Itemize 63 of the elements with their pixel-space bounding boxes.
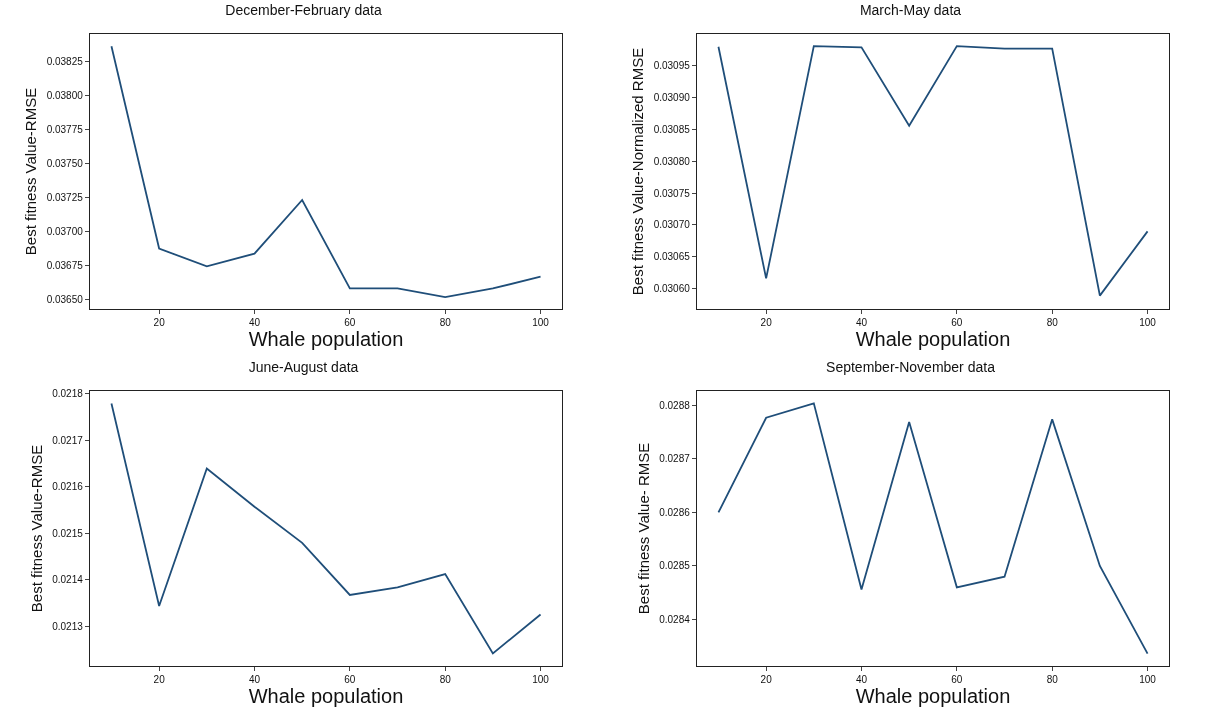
line-series <box>717 45 1149 297</box>
y-tick-label: 0.0285 <box>659 560 691 572</box>
x-tick-label: 60 <box>344 317 356 329</box>
x-tick-label: 40 <box>248 674 261 686</box>
line-series <box>110 402 542 655</box>
y-tick-label: 0.03075 <box>653 187 691 199</box>
x-tick-label: 40 <box>855 317 868 329</box>
x-tick-label: 20 <box>760 674 773 686</box>
x-tick-label: 80 <box>1046 317 1059 329</box>
x-tick-label: 20 <box>153 674 166 686</box>
y-tick-label: 0.03725 <box>46 191 84 203</box>
y-tick-label: 0.03775 <box>46 123 84 135</box>
x-axis-title: Whale population <box>855 328 1011 351</box>
y-tick-label: 0.0214 <box>52 574 84 586</box>
line-series <box>717 402 1149 655</box>
y-tick-label: 0.03700 <box>46 225 84 237</box>
x-tick-label: 100 <box>532 674 550 686</box>
x-tick-label: 60 <box>344 674 356 686</box>
chart-title: March-May data <box>859 2 962 19</box>
x-tick-label: 80 <box>439 674 452 686</box>
y-tick-label: 0.0286 <box>659 506 691 518</box>
x-tick-label: 20 <box>760 317 773 329</box>
x-axis-title: Whale population <box>855 685 1011 708</box>
y-tick-label: 0.0284 <box>659 613 691 625</box>
line-series <box>110 45 542 298</box>
y-tick-label: 0.03060 <box>653 283 691 295</box>
y-tick-label: 0.0216 <box>52 481 84 493</box>
x-tick-label: 60 <box>951 317 963 329</box>
y-tick-label: 0.03065 <box>653 251 691 263</box>
y-tick-label: 0.03650 <box>46 293 84 305</box>
y-tick-label: 0.0215 <box>52 527 84 539</box>
y-tick-label: 0.03095 <box>653 60 691 72</box>
x-tick-label: 60 <box>951 674 963 686</box>
x-axis-title: Whale population <box>248 328 404 351</box>
y-tick-label: 0.0213 <box>52 620 84 632</box>
y-tick-label: 0.03750 <box>46 157 84 169</box>
x-tick-label: 100 <box>1139 674 1157 686</box>
y-tick-label: 0.0287 <box>659 453 691 465</box>
x-tick-label: 80 <box>439 317 452 329</box>
chart-title: September-November data <box>826 359 996 376</box>
x-tick-label: 100 <box>1139 317 1157 329</box>
x-tick-label: 40 <box>855 674 868 686</box>
x-axis-title: Whale population <box>248 685 404 708</box>
y-axis-title: Best fitness Value-RMSE <box>21 87 39 256</box>
y-tick-label: 0.03090 <box>653 92 691 104</box>
x-tick-label: 20 <box>153 317 166 329</box>
y-tick-label: 0.03675 <box>46 259 84 271</box>
y-tick-label: 0.03825 <box>46 55 84 67</box>
y-tick-label: 0.03800 <box>46 89 84 101</box>
x-tick-label: 80 <box>1046 674 1059 686</box>
y-tick-label: 0.03080 <box>653 155 691 167</box>
y-tick-label: 0.03070 <box>653 219 691 231</box>
y-axis-title: Best fitness Value- RMSE <box>634 442 652 615</box>
x-tick-label: 100 <box>532 317 550 329</box>
y-axis-title: Best fitness Value-RMSE <box>27 444 45 613</box>
y-tick-label: 0.0217 <box>52 434 84 446</box>
chart-title: June-August data <box>248 359 359 376</box>
y-axis-title: Best fitness Value-Normalized RMSE <box>628 47 646 296</box>
chart-title: December-February data <box>225 2 382 19</box>
y-tick-label: 0.0218 <box>52 388 84 400</box>
y-tick-label: 0.0288 <box>659 399 691 411</box>
y-tick-label: 0.03085 <box>653 123 691 135</box>
x-tick-label: 40 <box>248 317 261 329</box>
